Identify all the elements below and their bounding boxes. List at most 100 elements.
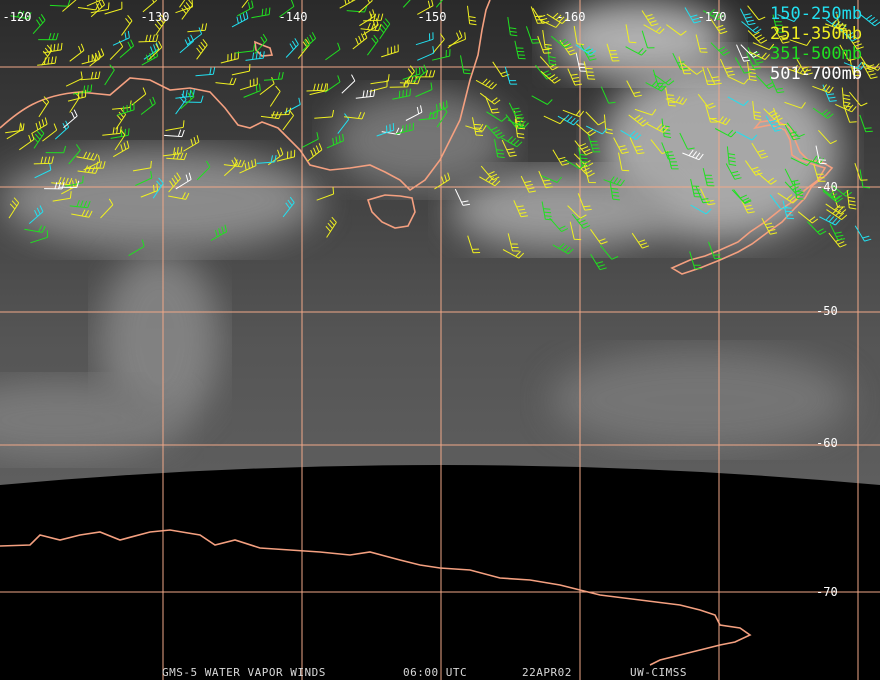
wind-barb [355,89,376,99]
wind-barb [81,52,100,65]
wind-barb [784,123,801,141]
wind-barb [507,17,518,37]
wind-barb [695,34,708,53]
wind-barb [849,57,861,77]
wind-barb [316,187,335,201]
wind-barb [415,32,434,46]
wind-barb [725,163,742,180]
wind-barb [514,119,525,139]
wind-barb [575,53,588,72]
wind-barb [645,80,667,92]
wind-barb [835,103,857,113]
wind-barb [251,7,271,19]
wind-barb [761,217,778,235]
wind-barb [682,149,704,161]
wind-barb [514,40,526,60]
wind-barb [702,167,715,187]
latitude-label: -50 [816,304,838,318]
wind-barb [121,14,133,36]
wind-barb [418,111,439,121]
wind-barb [520,175,536,193]
wind-barb [436,106,448,128]
wind-barb [567,68,582,86]
wind-barb [789,39,812,46]
wind-barb [634,108,657,116]
earth-limb [0,465,880,680]
legend-entry: 251-350mb [770,24,862,44]
wind-barb [314,109,335,119]
wind-barb [237,0,254,17]
wind-barb [825,203,847,215]
wind-barb [626,80,642,98]
wind-barb [549,217,569,233]
longitude-label: -140 [279,10,308,24]
wind-barb [689,251,702,270]
wind-barb [69,43,85,62]
wind-barb [195,67,216,77]
wind-barb [576,123,596,137]
wind-barb [859,114,873,133]
wind-barb [223,159,245,168]
wind-barb [501,139,517,157]
wind-barb [747,30,768,44]
wind-barb [45,145,67,154]
wind-barb [402,66,421,80]
wind-barb [829,223,845,241]
wind-barb [620,129,642,141]
wind-barb [223,157,239,177]
wind-barb [574,140,593,156]
wind-barb [590,229,608,245]
wind-barb [540,174,562,183]
wind-barb [472,117,484,136]
wind-barb [479,175,501,187]
wind-barb [606,43,620,62]
wind-barb [405,105,423,121]
wind-barb [600,86,616,104]
wind-barb [112,30,130,46]
wind-barb [285,38,299,58]
wind-barb [629,137,645,155]
wind-barb [641,30,655,49]
wind-barb [175,93,187,115]
wind-barb [752,42,775,51]
wind-barb [5,123,25,134]
wind-barb [42,123,58,142]
footer-text: 06:00 UTC [403,666,467,679]
wind-barb [583,61,596,80]
wind-barb [661,142,676,160]
wind-barb [113,140,130,158]
wind-barb [513,200,528,218]
wind-barb [33,127,45,149]
wind-barb [68,144,81,165]
wind-barb [337,113,350,134]
wind-barb [138,34,159,43]
wind-barb [80,71,101,81]
wind-barb [747,47,764,64]
wind-barb [831,184,852,197]
wind-barb [719,58,735,76]
wind-barb [815,145,827,165]
wind-barb [179,0,186,8]
wind-barb [861,62,878,79]
wind-barb [508,102,525,120]
wind-barb [735,131,758,141]
wind-barb [263,72,284,81]
wind-barb [609,181,620,201]
wind-barb [733,189,752,204]
wind-barb [245,51,265,61]
longitude-label: -130 [141,10,170,24]
wind-barb [769,76,785,94]
wind-barb [215,77,237,86]
wind-barb [541,201,553,221]
wind-barb [61,178,78,195]
wind-barb [430,100,448,115]
wind-barb [501,136,523,148]
wind-barb [76,151,98,161]
wind-barb [231,11,249,28]
wind-barb [751,142,769,159]
wind-barb [363,13,384,22]
wind-barb [494,139,505,158]
wind-barb [339,0,356,9]
wind-barb [530,6,545,24]
wind-barb [104,1,123,15]
